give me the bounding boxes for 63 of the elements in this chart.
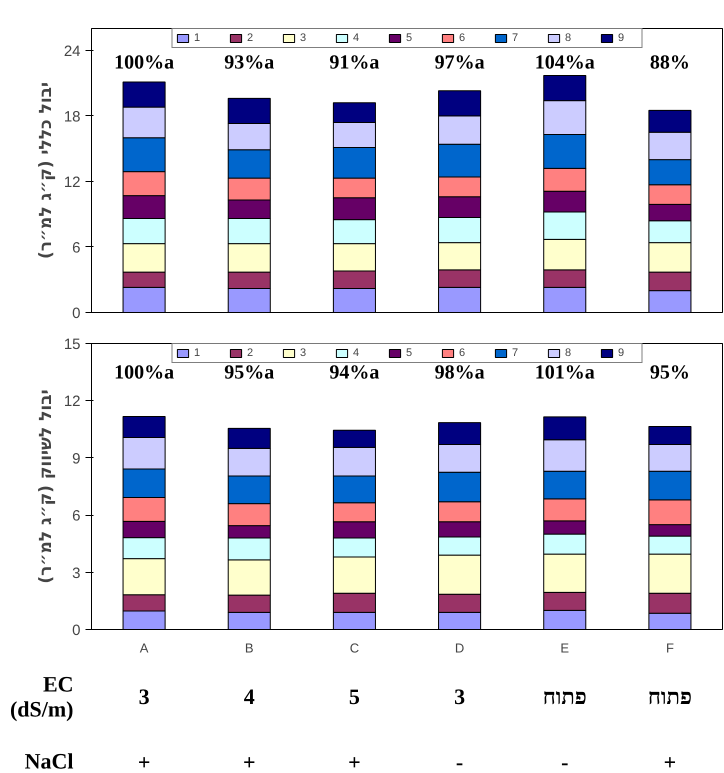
annotation: 100%a — [114, 362, 174, 384]
text: + — [138, 750, 150, 773]
y-tick-label: 0 — [72, 305, 80, 322]
text: פתוח — [542, 684, 587, 710]
text: פתוח — [648, 684, 692, 710]
y-tick-label: 0 — [72, 622, 80, 639]
y-tick-label: 12 — [64, 174, 81, 191]
legend-label: 2 — [247, 347, 254, 359]
text: - — [456, 750, 464, 773]
y-tick-label: 15 — [64, 336, 81, 353]
text: 4 — [244, 684, 255, 710]
annotation: 101%a — [534, 362, 595, 384]
annotation: 104%a — [534, 52, 595, 74]
legend-label: 7 — [512, 347, 520, 359]
annotation: 97%a — [434, 52, 485, 74]
y-tick-label: 9 — [72, 450, 80, 468]
legend-label: 8 — [565, 32, 572, 44]
annotation: 88% — [650, 52, 690, 74]
x-tick-label: C — [350, 640, 360, 656]
annotation: 95% — [650, 362, 690, 384]
annotation: 98%a — [434, 362, 485, 384]
y-tick-label: 24 — [64, 42, 81, 60]
y-tick-label: 18 — [64, 108, 81, 126]
text: 5 — [348, 684, 360, 710]
legend-label: 4 — [353, 32, 360, 44]
text: 3 — [138, 684, 150, 710]
y-axis-title: יבול כללי (ק״ג למ״ר) — [36, 82, 56, 260]
legend-label: 3 — [300, 32, 308, 44]
annotation: 94%a — [329, 362, 380, 384]
x-tick-label: F — [666, 640, 674, 656]
legend-label: 1 — [194, 347, 202, 359]
legend-label: 2 — [247, 32, 254, 44]
legend-label: 5 — [406, 347, 414, 359]
legend-label: 8 — [565, 347, 572, 359]
y-tick-label: 3 — [72, 564, 80, 582]
text: + — [664, 750, 676, 773]
legend-label: 6 — [459, 347, 466, 359]
legend-label: 4 — [353, 347, 360, 359]
legend-label: 1 — [194, 32, 202, 44]
text: NaCl — [24, 748, 74, 773]
legend-label: 9 — [618, 347, 626, 359]
y-tick-label: 12 — [64, 393, 81, 410]
legend-label: 9 — [618, 32, 626, 44]
legend-label: 3 — [300, 347, 308, 359]
text: + — [242, 750, 256, 773]
annotation: 93%a — [224, 52, 274, 74]
y-tick-label: 6 — [72, 239, 80, 256]
text: - — [561, 750, 568, 773]
text: EC (dS/m) — [10, 672, 74, 722]
annotation: 95%a — [224, 362, 274, 384]
x-tick-label: E — [560, 640, 570, 656]
annotation: 100%a — [114, 52, 174, 74]
annotation: 91%a — [329, 52, 380, 74]
legend-label: 6 — [459, 32, 466, 44]
y-tick-label: 6 — [72, 508, 80, 525]
legend-label: 5 — [406, 32, 414, 44]
x-tick-label: D — [454, 640, 464, 656]
text: 3 — [454, 684, 466, 710]
legend-label: 7 — [512, 32, 520, 44]
x-tick-label: A — [140, 640, 149, 656]
text: + — [348, 750, 361, 773]
y-axis-title: יבול לשיווק (ק״ג למ״ר) — [36, 389, 56, 584]
x-tick-label: B — [244, 640, 254, 656]
